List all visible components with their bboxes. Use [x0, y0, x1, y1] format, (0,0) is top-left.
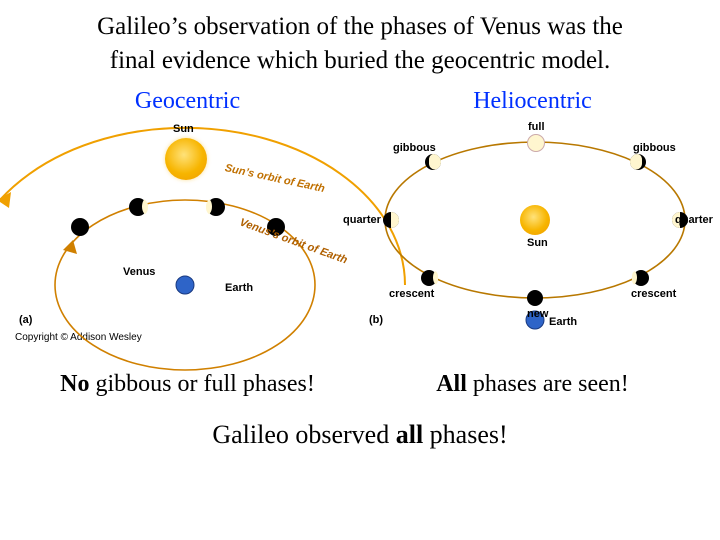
phase-gibbous-l	[425, 154, 441, 170]
caption-left: No gibbous or full phases!	[15, 371, 360, 398]
caption-right: All phases are seen!	[360, 371, 705, 398]
venus-2	[129, 198, 147, 216]
phase-quarter-l	[383, 212, 399, 228]
header-heliocentric: Heliocentric	[360, 88, 705, 115]
bottom-post: phases!	[423, 420, 507, 449]
bottom-line: Galileo observed all phases!	[15, 420, 705, 450]
venus-1	[71, 218, 89, 236]
lbl-crescent-r: crescent	[631, 288, 676, 300]
model-headers: Geocentric Heliocentric	[15, 88, 705, 115]
lbl-quarter-l: quarter	[343, 214, 381, 226]
phase-new	[527, 290, 543, 306]
label-venus: Venus	[123, 266, 155, 278]
bottom-pre: Galileo observed	[212, 420, 395, 449]
title-line1: Galileo’s observation of the phases of V…	[97, 13, 623, 40]
lbl-gibbous-r: gibbous	[633, 142, 676, 154]
phase-crescent-l	[421, 270, 437, 286]
lbl-gibbous-l: gibbous	[393, 142, 436, 154]
caption-right-bold: All	[436, 371, 467, 397]
venus-3	[207, 198, 225, 216]
phase-crescent-r	[633, 270, 649, 286]
lbl-crescent-l: crescent	[389, 288, 434, 300]
panel-tag-a: (a)	[19, 314, 32, 326]
panel-geocentric: Sun Venus Earth Sun’s orbit of Earth Ven…	[15, 120, 355, 330]
panel-heliocentric: Sun Earth full gibbous gibbous quarter q…	[365, 120, 705, 330]
title-line2: final evidence which buried the geocentr…	[110, 47, 611, 74]
phase-full	[527, 134, 545, 152]
lbl-quarter-r: quarter	[675, 214, 713, 226]
caption-left-bold: No	[60, 371, 89, 397]
copyright-text: Copyright © Addison Wesley	[15, 332, 705, 343]
captions-row: No gibbous or full phases! All phases ar…	[15, 371, 705, 398]
caption-right-rest: phases are seen!	[467, 371, 629, 397]
label-earth-b: Earth	[549, 316, 577, 328]
diagrams-row: Sun Venus Earth Sun’s orbit of Earth Ven…	[15, 120, 705, 330]
sun-body	[165, 138, 207, 180]
lbl-new: new	[527, 308, 548, 320]
label-sun: Sun	[173, 123, 194, 135]
label-earth: Earth	[225, 282, 253, 294]
lbl-full: full	[528, 121, 545, 133]
phase-gibbous-r	[630, 154, 646, 170]
bottom-bold: all	[396, 420, 423, 449]
panel-tag-b: (b)	[369, 314, 383, 326]
header-geocentric: Geocentric	[15, 88, 360, 115]
title-block: Galileo’s observation of the phases of V…	[15, 10, 705, 78]
caption-left-rest: gibbous or full phases!	[90, 371, 315, 397]
